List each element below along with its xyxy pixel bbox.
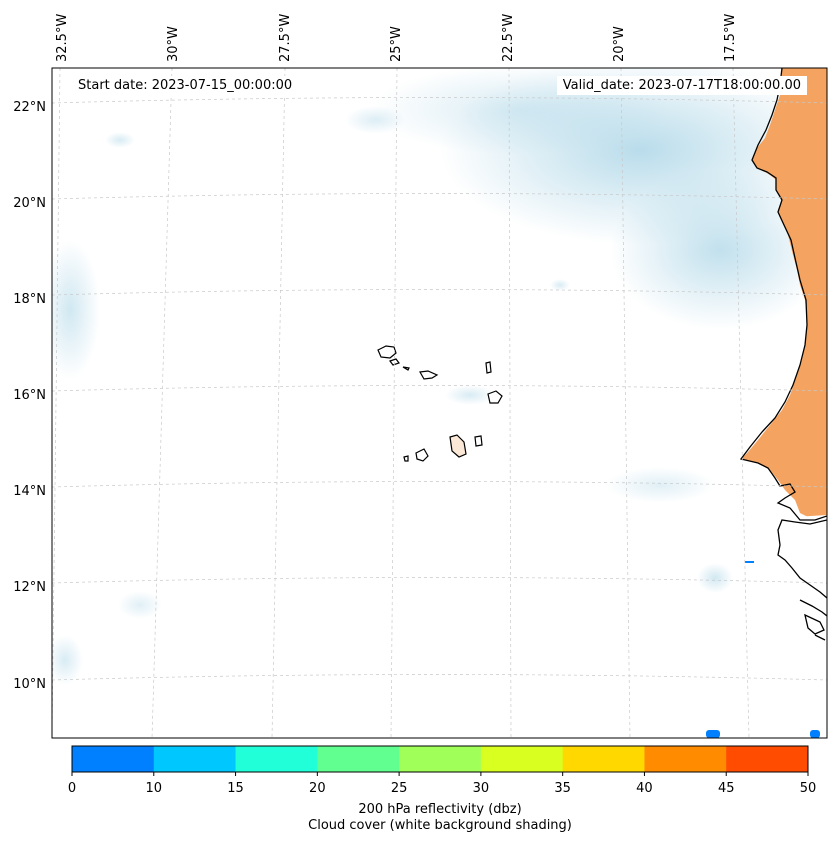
coastline-guinea	[777, 519, 827, 641]
reflectivity-speck	[706, 730, 720, 738]
colorbar-tick-label: 10	[145, 781, 163, 796]
colorbar-segment	[562, 746, 645, 772]
colorbar-segments	[72, 746, 809, 772]
colorbar-tick-label: 40	[636, 781, 653, 796]
lon-label: 30°W	[166, 26, 181, 62]
africa-land-south	[778, 515, 827, 640]
cloud-cover	[52, 68, 827, 685]
colorbar-segment	[726, 746, 809, 772]
map-area	[52, 68, 827, 738]
colorbar-subtitle: Cloud cover (white background shading)	[308, 818, 572, 833]
longitude-labels: 32.5°W 30°W 27.5°W 25°W 22.5°W 20°W 17.5…	[55, 14, 738, 62]
colorbar-tick-label: 15	[227, 781, 244, 796]
colorbar	[71, 745, 809, 776]
colorbar-frame	[71, 745, 809, 773]
start-date-label: Start date: 2023-07-15_00:00:00	[72, 76, 299, 95]
lat-label: 18°N	[13, 292, 46, 307]
lon-label: 27.5°W	[278, 14, 293, 62]
colorbar-segment	[644, 746, 727, 772]
colorbar-title: 200 hPa reflectivity (dbz)	[358, 802, 522, 817]
colorbar-tick-label: 20	[309, 781, 326, 796]
colorbar-segment	[480, 746, 564, 772]
lon-label: 22.5°W	[501, 14, 516, 62]
valid-date-label: Valid_date: 2023-07-17T18:00:00.00	[556, 76, 807, 95]
colorbar-segment	[153, 746, 237, 772]
colorbar-tick-label: 0	[67, 781, 77, 796]
lon-label: 20°W	[612, 26, 627, 62]
lon-label: 25°W	[389, 26, 404, 62]
colorbar-tick-label: 30	[472, 781, 490, 796]
latitude-labels: 22°N 20°N 18°N 16°N 14°N 12°N 10°N	[13, 100, 46, 692]
colorbar-tick-label: 45	[717, 781, 735, 796]
lat-label: 22°N	[13, 100, 46, 115]
coastline	[739, 68, 827, 521]
colorbar-tick-label: 25	[390, 781, 408, 796]
colorbar-ticks	[71, 772, 809, 776]
lat-label: 12°N	[13, 580, 46, 595]
africa-land	[741, 68, 827, 518]
colorbar-tick-label: 35	[554, 781, 571, 796]
graticule	[52, 68, 827, 738]
lat-label: 20°N	[13, 196, 46, 211]
colorbar-segment	[399, 746, 482, 772]
colorbar-segment	[235, 746, 318, 772]
reflectivity-speck	[810, 730, 820, 738]
colorbar-tick-label: 50	[799, 781, 817, 796]
lat-label: 16°N	[13, 388, 46, 403]
colorbar-segment	[72, 746, 155, 772]
lat-label: 14°N	[13, 484, 46, 499]
lon-label: 17.5°W	[723, 14, 738, 62]
colorbar-segment	[317, 746, 400, 772]
map-frame	[51, 67, 828, 739]
reflectivity-speck	[745, 561, 754, 563]
lon-label: 32.5°W	[55, 14, 70, 62]
lat-label: 10°N	[13, 677, 46, 692]
